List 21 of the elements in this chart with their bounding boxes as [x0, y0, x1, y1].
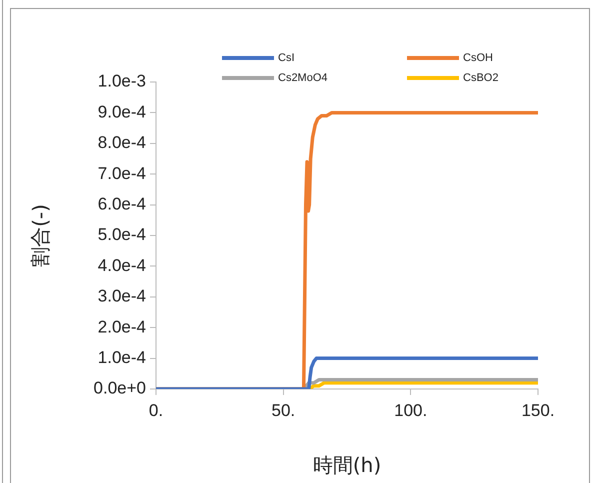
y-tick-label: 4.0e-4: [98, 256, 146, 275]
legend-label: CsI: [278, 52, 294, 64]
x-tick-label: 150.: [521, 400, 555, 420]
y-tick-label: 2.0e-4: [98, 317, 146, 336]
legend-label: CsOH: [463, 52, 493, 64]
y-tick-label: 7.0e-4: [98, 164, 146, 183]
y-tick-label: 3.0e-4: [98, 286, 146, 306]
y-tick-label: 5.0e-4: [98, 225, 146, 244]
legend-label: Cs2MoO4: [278, 72, 328, 84]
y-tick-label: 8.0e-4: [98, 133, 146, 152]
legend-label: CsBO2: [463, 72, 498, 84]
x-axis-title: 時間(h): [312, 453, 382, 478]
x-tick-label: 50.: [272, 400, 296, 420]
x-tick-label: 0.: [148, 400, 164, 420]
y-tick-label: 0.0e+0: [94, 378, 146, 398]
y-tick-label: 9.0e-4: [98, 102, 146, 122]
x-tick-label: 100.: [394, 400, 428, 420]
y-tick-label: 1.0e-4: [98, 348, 146, 367]
y-tick-label: 1.0e-3: [98, 72, 146, 91]
y-axis-title: 割合(-): [28, 204, 52, 267]
y-tick-label: 6.0e-4: [98, 194, 146, 214]
